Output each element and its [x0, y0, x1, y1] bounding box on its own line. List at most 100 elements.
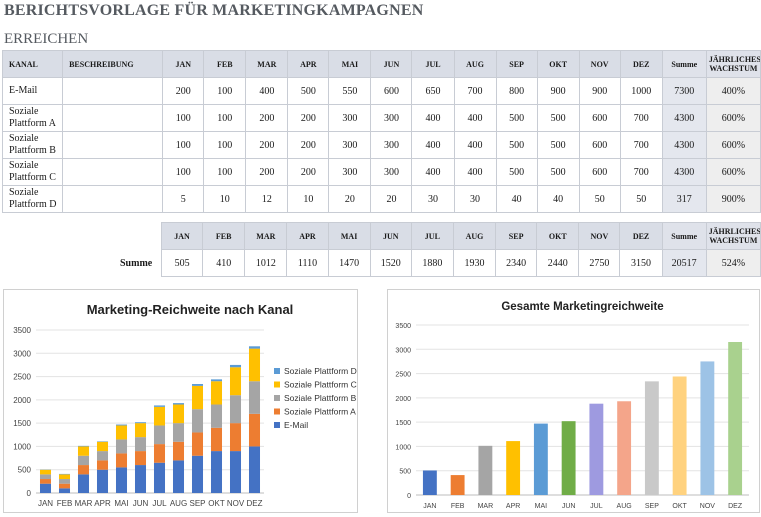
column-header: OKT — [537, 51, 579, 78]
value-cell: 500 — [537, 105, 579, 132]
column-header: Summe — [662, 51, 706, 78]
totals-value-cell: 524% — [706, 250, 760, 277]
value-cell: 200 — [288, 132, 329, 159]
bar-segment — [249, 446, 260, 493]
column-header: NOV — [579, 51, 620, 78]
value-cell: 100 — [204, 132, 246, 159]
value-cell: 300 — [329, 159, 371, 186]
value-cell: 10 — [204, 186, 246, 213]
description-cell — [63, 159, 163, 186]
value-cell: 400 — [246, 78, 288, 105]
totals-column-header: FEB — [203, 223, 245, 250]
x-tick-label: JAN — [423, 503, 436, 510]
bar-segment — [211, 381, 222, 404]
bar-segment — [211, 428, 222, 451]
column-header: SEP — [496, 51, 537, 78]
x-tick-label: NOV — [700, 503, 716, 510]
x-tick-label: FEB — [451, 503, 465, 510]
bar-segment — [78, 446, 89, 455]
channel-cell: Soziale Plattform C — [3, 159, 63, 186]
y-tick-label: 3000 — [395, 347, 411, 354]
value-cell: 700 — [620, 105, 662, 132]
totals-column-header: SEP — [496, 223, 537, 250]
value-cell: 100 — [204, 105, 246, 132]
totals-column-header: APR — [287, 223, 328, 250]
totals-value-cell: 20517 — [662, 250, 706, 277]
y-tick-label: 3500 — [13, 326, 31, 335]
x-tick-label: NOV — [227, 499, 245, 508]
value-cell: 500 — [496, 132, 537, 159]
value-cell: 50 — [579, 186, 620, 213]
channel-cell: Soziale Plattform D — [3, 186, 63, 213]
growth-cell: 400% — [706, 78, 760, 105]
legend-swatch — [274, 422, 280, 428]
totals-value-cell: 1012 — [245, 250, 287, 277]
sum-cell: 4300 — [662, 105, 706, 132]
bar — [589, 404, 603, 495]
x-tick-label: JUN — [133, 499, 149, 508]
value-cell: 30 — [412, 186, 454, 213]
bar-segment — [135, 451, 146, 465]
sum-cell: 4300 — [662, 132, 706, 159]
totals-column-header: NOV — [579, 223, 620, 250]
x-tick-label: OKT — [208, 499, 225, 508]
bar-segment — [154, 444, 165, 463]
bar-segment — [192, 409, 203, 432]
y-tick-label: 2000 — [13, 396, 31, 405]
x-tick-label: FEB — [57, 499, 73, 508]
y-tick-label: 1000 — [13, 442, 31, 451]
value-cell: 300 — [329, 132, 371, 159]
y-tick-label: 1000 — [395, 444, 411, 451]
bar-segment — [211, 379, 222, 381]
totals-column-header: AUG — [453, 223, 495, 250]
value-cell: 100 — [163, 105, 204, 132]
bar-segment — [173, 423, 184, 442]
totals-value-cell: 1880 — [411, 250, 453, 277]
description-cell — [63, 132, 163, 159]
legend-label: E-Mail — [284, 420, 308, 430]
totals-value-cell: 1470 — [328, 250, 370, 277]
legend-label: Soziale Plattform B — [284, 393, 357, 403]
totals-value-cell: 2750 — [579, 250, 620, 277]
value-cell: 100 — [204, 78, 246, 105]
y-tick-label: 500 — [399, 469, 411, 476]
bar — [700, 361, 714, 495]
page-title: BERICHTSVORLAGE FÜR MARKETINGKAMPAGNEN — [4, 2, 423, 20]
value-cell: 600 — [579, 132, 620, 159]
growth-cell: 600% — [706, 132, 760, 159]
bar-segment — [78, 456, 89, 465]
x-tick-label: DEZ — [247, 499, 263, 508]
value-cell: 100 — [163, 132, 204, 159]
bar-segment — [192, 386, 203, 409]
bar-segment — [173, 442, 184, 461]
value-cell: 650 — [412, 78, 454, 105]
value-cell: 200 — [246, 132, 288, 159]
bar-segment — [40, 474, 51, 479]
bar-segment — [230, 395, 241, 423]
value-cell: 300 — [371, 105, 412, 132]
x-tick-label: AUG — [170, 499, 187, 508]
value-cell: 40 — [496, 186, 537, 213]
stacked-bar-chart: Marketing-Reichweite nach Kanal050010001… — [4, 290, 357, 512]
column-header: AUG — [454, 51, 496, 78]
bar-segment — [97, 470, 108, 493]
y-tick-label: 0 — [27, 489, 32, 498]
chart-title: Gesamte Marketingreichweite — [501, 301, 663, 313]
bar-segment — [173, 403, 184, 404]
y-tick-label: 3500 — [395, 323, 411, 330]
totals-value-cell: 1520 — [370, 250, 411, 277]
y-tick-label: 1500 — [395, 420, 411, 427]
value-cell: 400 — [454, 159, 496, 186]
y-tick-label: 2000 — [395, 396, 411, 403]
x-tick-label: APR — [94, 499, 111, 508]
column-header: JÄHRLICHES WACHSTUM — [706, 51, 760, 78]
bar — [451, 475, 465, 495]
totals-column-header: JUN — [370, 223, 411, 250]
total-bar-chart: Gesamte Marketingreichweite0500100015002… — [388, 290, 759, 512]
bar-segment — [59, 479, 70, 484]
